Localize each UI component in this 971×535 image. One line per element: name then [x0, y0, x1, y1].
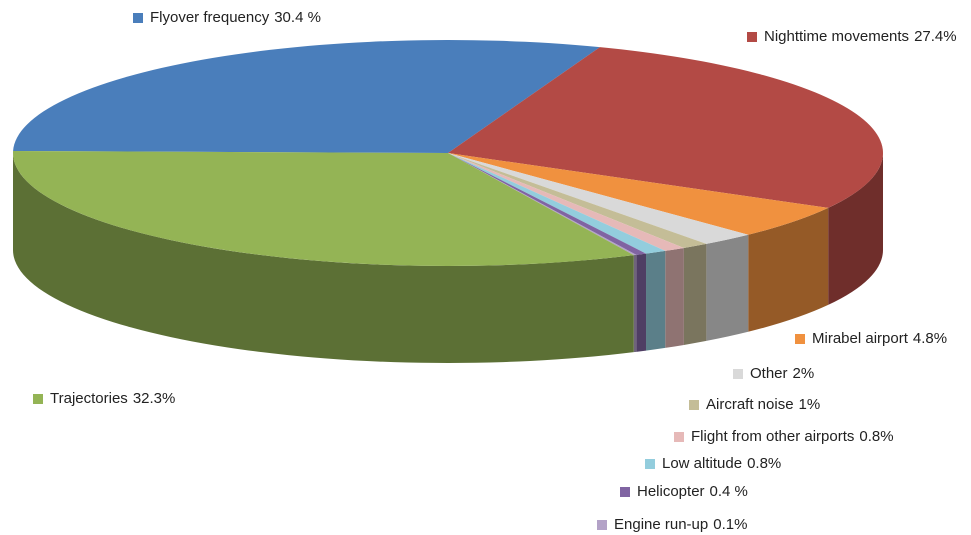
pie-slice	[12, 151, 634, 266]
label-category: Aircraft noise	[706, 396, 794, 413]
data-label: Engine run-up 0.1%	[614, 516, 747, 533]
pie-slice	[448, 153, 749, 244]
pie-slice	[448, 153, 637, 256]
pie-slice	[448, 153, 666, 254]
label-category: Helicopter	[637, 483, 705, 500]
legend-swatch	[645, 459, 655, 469]
data-label: Flyover frequency 30.4 %	[150, 9, 321, 26]
pie-side	[748, 207, 829, 332]
pie-slice	[448, 153, 829, 235]
data-label: Aircraft noise 1%	[706, 396, 820, 413]
label-category: Low altitude	[662, 455, 742, 472]
pie-side	[633, 254, 637, 353]
label-value: 30.4 %	[274, 9, 321, 26]
label-value: 0.8%	[859, 428, 893, 445]
data-label: Mirabel airport 4.8%	[812, 330, 947, 347]
pie-side	[828, 153, 883, 305]
label-value: 1%	[799, 396, 821, 413]
legend-swatch	[597, 520, 607, 530]
label-value: 4.8%	[913, 330, 947, 347]
data-label: Low altitude 0.8%	[662, 455, 781, 472]
legend-swatch	[689, 400, 699, 410]
legend-swatch	[733, 369, 743, 379]
pie-slice	[448, 47, 883, 208]
data-label: Trajectories 32.3%	[50, 390, 175, 407]
label-category: Flight from other airports	[691, 428, 854, 445]
legend-swatch	[133, 13, 143, 23]
pie-side	[646, 250, 666, 351]
label-value: 0.1%	[713, 516, 747, 533]
legend-swatch	[674, 432, 684, 442]
pie-side	[13, 153, 634, 364]
legend-swatch	[620, 487, 630, 497]
pie-slice	[13, 40, 600, 153]
pie-side	[665, 247, 684, 348]
label-category: Trajectories	[50, 390, 128, 407]
data-label: Other 2%	[750, 365, 814, 382]
label-category: Nighttime movements	[764, 28, 909, 45]
pie-side	[636, 253, 647, 352]
pie-slice	[448, 153, 684, 251]
label-category: Other	[750, 365, 788, 382]
label-value: 2%	[793, 365, 815, 382]
legend-swatch	[747, 32, 757, 42]
pie-side	[706, 234, 749, 341]
label-category: Engine run-up	[614, 516, 708, 533]
label-category: Flyover frequency	[150, 9, 270, 26]
label-value: 32.3%	[133, 390, 176, 407]
label-value: 27.4%	[914, 28, 957, 45]
legend-swatch	[33, 394, 43, 404]
data-label: Flight from other airports 0.8%	[691, 428, 894, 445]
pie-slice	[448, 153, 647, 255]
data-label: Helicopter 0.4 %	[637, 483, 748, 500]
label-value: 0.8%	[747, 455, 781, 472]
legend-swatch	[795, 334, 805, 344]
label-value: 0.4 %	[710, 483, 748, 500]
pie-side	[683, 243, 707, 345]
label-category: Mirabel airport	[812, 330, 909, 347]
pie-slice	[448, 153, 707, 248]
data-label: Nighttime movements 27.4%	[764, 28, 957, 45]
